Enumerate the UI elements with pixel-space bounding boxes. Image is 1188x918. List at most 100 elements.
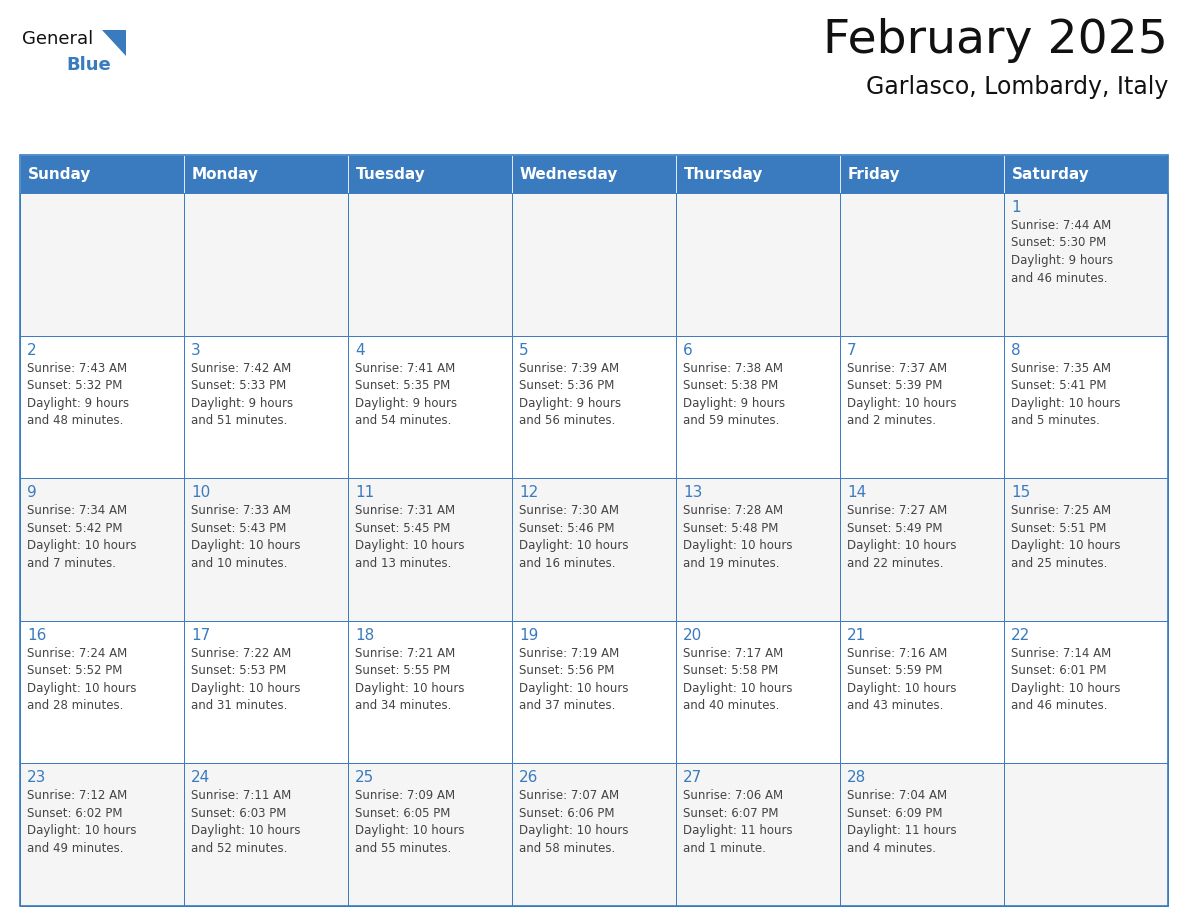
Bar	[512, 193, 676, 336]
Text: Sunrise: 7:28 AM
Sunset: 5:48 PM
Daylight: 10 hours
and 19 minutes.: Sunrise: 7:28 AM Sunset: 5:48 PM Dayligh…	[683, 504, 792, 570]
Bar	[184, 621, 348, 764]
Text: 24: 24	[191, 770, 210, 786]
Bar	[184, 193, 348, 336]
Bar	[1004, 478, 1168, 621]
Bar	[184, 764, 348, 906]
Text: Sunrise: 7:34 AM
Sunset: 5:42 PM
Daylight: 10 hours
and 7 minutes.: Sunrise: 7:34 AM Sunset: 5:42 PM Dayligh…	[27, 504, 137, 570]
Text: 17: 17	[191, 628, 210, 643]
Text: Sunrise: 7:39 AM
Sunset: 5:36 PM
Daylight: 9 hours
and 56 minutes.: Sunrise: 7:39 AM Sunset: 5:36 PM Dayligh…	[519, 362, 621, 427]
Text: Thursday: Thursday	[684, 166, 764, 182]
Text: Sunrise: 7:33 AM
Sunset: 5:43 PM
Daylight: 10 hours
and 10 minutes.: Sunrise: 7:33 AM Sunset: 5:43 PM Dayligh…	[191, 504, 301, 570]
Bar	[1004, 155, 1168, 193]
Bar	[348, 621, 512, 764]
Text: 18: 18	[355, 628, 374, 643]
Bar	[840, 336, 1004, 478]
Bar	[840, 764, 1004, 906]
Text: Sunrise: 7:30 AM
Sunset: 5:46 PM
Daylight: 10 hours
and 16 minutes.: Sunrise: 7:30 AM Sunset: 5:46 PM Dayligh…	[519, 504, 628, 570]
Bar	[512, 621, 676, 764]
Text: 2: 2	[27, 342, 37, 358]
Text: 9: 9	[27, 486, 37, 500]
Text: Sunrise: 7:04 AM
Sunset: 6:09 PM
Daylight: 11 hours
and 4 minutes.: Sunrise: 7:04 AM Sunset: 6:09 PM Dayligh…	[847, 789, 956, 855]
Bar	[20, 621, 184, 764]
Bar	[676, 478, 840, 621]
Text: Sunrise: 7:43 AM
Sunset: 5:32 PM
Daylight: 9 hours
and 48 minutes.: Sunrise: 7:43 AM Sunset: 5:32 PM Dayligh…	[27, 362, 129, 427]
Bar	[20, 764, 184, 906]
Text: 23: 23	[27, 770, 46, 786]
Bar	[348, 155, 512, 193]
Bar	[676, 155, 840, 193]
Text: Sunrise: 7:38 AM
Sunset: 5:38 PM
Daylight: 9 hours
and 59 minutes.: Sunrise: 7:38 AM Sunset: 5:38 PM Dayligh…	[683, 362, 785, 427]
Text: Friday: Friday	[848, 166, 901, 182]
Text: 20: 20	[683, 628, 702, 643]
Text: General: General	[23, 30, 93, 48]
Text: 14: 14	[847, 486, 866, 500]
Text: Sunday: Sunday	[29, 166, 91, 182]
Text: Blue: Blue	[67, 56, 110, 74]
Bar	[512, 764, 676, 906]
Text: Wednesday: Wednesday	[520, 166, 619, 182]
Text: Saturday: Saturday	[1012, 166, 1089, 182]
Text: 5: 5	[519, 342, 529, 358]
Text: 15: 15	[1011, 486, 1030, 500]
Bar	[20, 155, 184, 193]
Text: Sunrise: 7:21 AM
Sunset: 5:55 PM
Daylight: 10 hours
and 34 minutes.: Sunrise: 7:21 AM Sunset: 5:55 PM Dayligh…	[355, 647, 465, 712]
Text: 27: 27	[683, 770, 702, 786]
Bar	[348, 764, 512, 906]
Text: Sunrise: 7:37 AM
Sunset: 5:39 PM
Daylight: 10 hours
and 2 minutes.: Sunrise: 7:37 AM Sunset: 5:39 PM Dayligh…	[847, 362, 956, 427]
Polygon shape	[102, 30, 126, 56]
Text: 8: 8	[1011, 342, 1020, 358]
Text: February 2025: February 2025	[823, 18, 1168, 63]
Text: 7: 7	[847, 342, 857, 358]
Bar	[512, 478, 676, 621]
Text: Sunrise: 7:16 AM
Sunset: 5:59 PM
Daylight: 10 hours
and 43 minutes.: Sunrise: 7:16 AM Sunset: 5:59 PM Dayligh…	[847, 647, 956, 712]
Text: Sunrise: 7:42 AM
Sunset: 5:33 PM
Daylight: 9 hours
and 51 minutes.: Sunrise: 7:42 AM Sunset: 5:33 PM Dayligh…	[191, 362, 293, 427]
Bar	[348, 336, 512, 478]
Text: Sunrise: 7:17 AM
Sunset: 5:58 PM
Daylight: 10 hours
and 40 minutes.: Sunrise: 7:17 AM Sunset: 5:58 PM Dayligh…	[683, 647, 792, 712]
Text: 25: 25	[355, 770, 374, 786]
Bar	[184, 155, 348, 193]
Bar	[676, 764, 840, 906]
Text: Sunrise: 7:12 AM
Sunset: 6:02 PM
Daylight: 10 hours
and 49 minutes.: Sunrise: 7:12 AM Sunset: 6:02 PM Dayligh…	[27, 789, 137, 855]
Bar	[20, 193, 184, 336]
Text: 26: 26	[519, 770, 538, 786]
Text: Tuesday: Tuesday	[356, 166, 425, 182]
Bar	[676, 193, 840, 336]
Bar	[840, 193, 1004, 336]
Text: Sunrise: 7:22 AM
Sunset: 5:53 PM
Daylight: 10 hours
and 31 minutes.: Sunrise: 7:22 AM Sunset: 5:53 PM Dayligh…	[191, 647, 301, 712]
Text: 21: 21	[847, 628, 866, 643]
Bar	[1004, 621, 1168, 764]
Bar	[676, 621, 840, 764]
Text: 13: 13	[683, 486, 702, 500]
Text: 4: 4	[355, 342, 365, 358]
Bar	[1004, 764, 1168, 906]
Text: Sunrise: 7:11 AM
Sunset: 6:03 PM
Daylight: 10 hours
and 52 minutes.: Sunrise: 7:11 AM Sunset: 6:03 PM Dayligh…	[191, 789, 301, 855]
Text: Sunrise: 7:25 AM
Sunset: 5:51 PM
Daylight: 10 hours
and 25 minutes.: Sunrise: 7:25 AM Sunset: 5:51 PM Dayligh…	[1011, 504, 1120, 570]
Text: Sunrise: 7:06 AM
Sunset: 6:07 PM
Daylight: 11 hours
and 1 minute.: Sunrise: 7:06 AM Sunset: 6:07 PM Dayligh…	[683, 789, 792, 855]
Text: 10: 10	[191, 486, 210, 500]
Bar	[840, 478, 1004, 621]
Text: 1: 1	[1011, 200, 1020, 215]
Text: Sunrise: 7:07 AM
Sunset: 6:06 PM
Daylight: 10 hours
and 58 minutes.: Sunrise: 7:07 AM Sunset: 6:06 PM Dayligh…	[519, 789, 628, 855]
Bar	[348, 478, 512, 621]
Text: Monday: Monday	[192, 166, 259, 182]
Text: 6: 6	[683, 342, 693, 358]
Text: 12: 12	[519, 486, 538, 500]
Bar	[840, 621, 1004, 764]
Text: Garlasco, Lombardy, Italy: Garlasco, Lombardy, Italy	[866, 75, 1168, 99]
Text: Sunrise: 7:35 AM
Sunset: 5:41 PM
Daylight: 10 hours
and 5 minutes.: Sunrise: 7:35 AM Sunset: 5:41 PM Dayligh…	[1011, 362, 1120, 427]
Bar	[184, 336, 348, 478]
Bar	[512, 336, 676, 478]
Text: Sunrise: 7:41 AM
Sunset: 5:35 PM
Daylight: 9 hours
and 54 minutes.: Sunrise: 7:41 AM Sunset: 5:35 PM Dayligh…	[355, 362, 457, 427]
Bar	[20, 155, 1168, 906]
Bar	[512, 155, 676, 193]
Text: 11: 11	[355, 486, 374, 500]
Text: 19: 19	[519, 628, 538, 643]
Text: Sunrise: 7:14 AM
Sunset: 6:01 PM
Daylight: 10 hours
and 46 minutes.: Sunrise: 7:14 AM Sunset: 6:01 PM Dayligh…	[1011, 647, 1120, 712]
Text: Sunrise: 7:09 AM
Sunset: 6:05 PM
Daylight: 10 hours
and 55 minutes.: Sunrise: 7:09 AM Sunset: 6:05 PM Dayligh…	[355, 789, 465, 855]
Text: Sunrise: 7:31 AM
Sunset: 5:45 PM
Daylight: 10 hours
and 13 minutes.: Sunrise: 7:31 AM Sunset: 5:45 PM Dayligh…	[355, 504, 465, 570]
Bar	[20, 336, 184, 478]
Text: Sunrise: 7:19 AM
Sunset: 5:56 PM
Daylight: 10 hours
and 37 minutes.: Sunrise: 7:19 AM Sunset: 5:56 PM Dayligh…	[519, 647, 628, 712]
Text: 28: 28	[847, 770, 866, 786]
Text: 3: 3	[191, 342, 201, 358]
Bar	[1004, 193, 1168, 336]
